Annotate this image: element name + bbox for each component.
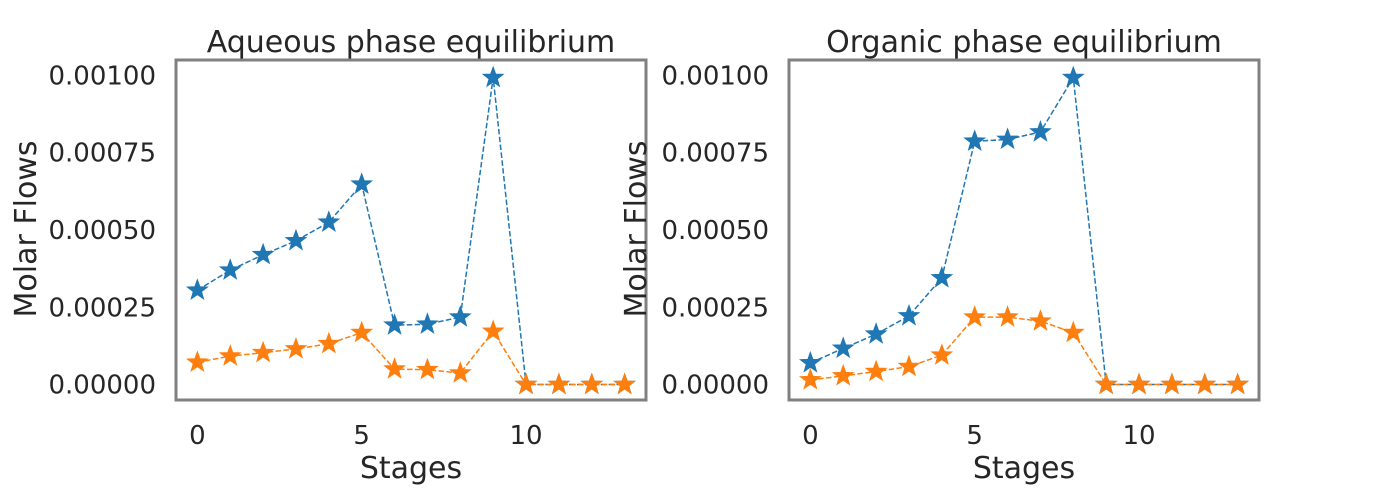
chart-title: Organic phase equilibrium — [826, 25, 1222, 60]
series-1-point — [1029, 120, 1052, 142]
series-2-point — [864, 359, 888, 382]
series-1-point — [831, 336, 855, 359]
series-1-point — [1061, 65, 1085, 88]
x-tick-label: 10 — [1122, 421, 1155, 451]
series-1-point — [383, 313, 406, 335]
series-2-point — [1029, 309, 1052, 331]
x-tick-label: 5 — [966, 421, 983, 451]
series-1-point — [350, 172, 374, 194]
series-1-point — [448, 305, 472, 327]
series-1-line — [196, 77, 625, 386]
chart-title: Aqueous phase equilibrium — [207, 25, 616, 60]
series-1-point — [897, 303, 921, 326]
x-axis-label: Stages — [973, 451, 1075, 486]
y-tick-label: 0.00000 — [48, 371, 156, 401]
series-2-point — [1193, 372, 1217, 395]
series-2-point — [448, 361, 472, 383]
series-2-point — [1061, 320, 1085, 343]
aqueous-chart-panel: Aqueous phase equilibrium Stages Molar F… — [9, 25, 648, 486]
series-1-point — [218, 258, 242, 280]
x-tick-label: 10 — [509, 421, 542, 451]
series-2-point — [580, 372, 604, 395]
series-2-point — [185, 350, 209, 372]
series-2-point — [1094, 372, 1118, 395]
series-1-point — [481, 65, 505, 88]
series-2-point — [416, 357, 439, 380]
series-1-point — [963, 129, 987, 151]
series-2-point — [831, 363, 855, 386]
series-2-point — [613, 372, 637, 395]
series-1-point — [416, 312, 439, 334]
x-tick-label: 5 — [353, 421, 370, 451]
series-2-point — [930, 343, 954, 365]
y-tick-label: 0.00100 — [661, 61, 769, 91]
series-2-point — [218, 344, 242, 366]
y-axis-label: Molar Flows — [9, 141, 44, 318]
series-2-point — [383, 357, 406, 379]
y-tick-label: 0.00025 — [661, 293, 769, 323]
y-tick-label: 0.00050 — [48, 216, 156, 246]
series-1-point — [251, 242, 275, 265]
y-tick-label: 0.00025 — [48, 293, 156, 323]
y-tick-label: 0.00000 — [661, 371, 769, 401]
series-2-point — [350, 320, 374, 343]
series-2-point — [897, 354, 921, 377]
series-1-point — [930, 265, 954, 288]
series-1-point — [185, 278, 209, 300]
y-tick-label: 0.00075 — [661, 139, 769, 169]
series-2-point — [963, 305, 987, 327]
x-tick-label: 0 — [802, 421, 819, 451]
y-tick-label: 0.00100 — [48, 61, 156, 91]
y-tick-label: 0.00075 — [48, 139, 156, 169]
series-1-point — [864, 322, 888, 344]
series-2-point — [798, 367, 822, 390]
series-1-point — [317, 210, 341, 232]
series-1-point — [284, 228, 308, 251]
series-2-point — [514, 372, 538, 395]
series-2-point — [547, 372, 571, 395]
plot-frame — [174, 58, 648, 402]
series-2-point — [284, 337, 308, 359]
series-2-point — [481, 319, 505, 342]
series-1-point — [996, 127, 1019, 150]
series-2-point — [317, 331, 341, 354]
series-2-point — [1127, 372, 1151, 395]
y-axis-label: Molar Flows — [619, 141, 654, 318]
plot-frame — [787, 58, 1261, 402]
x-tick-label: 0 — [189, 421, 206, 451]
organic-chart-panel: Organic phase equilibrium Stages Molar F… — [619, 25, 1261, 486]
series-2-point — [251, 340, 275, 363]
y-tick-label: 0.00050 — [661, 216, 769, 246]
series-2-point — [1226, 372, 1250, 395]
series-1-point — [798, 350, 822, 373]
series-2-point — [996, 305, 1019, 327]
x-axis-label: Stages — [360, 451, 462, 486]
series-2-point — [1160, 372, 1184, 395]
